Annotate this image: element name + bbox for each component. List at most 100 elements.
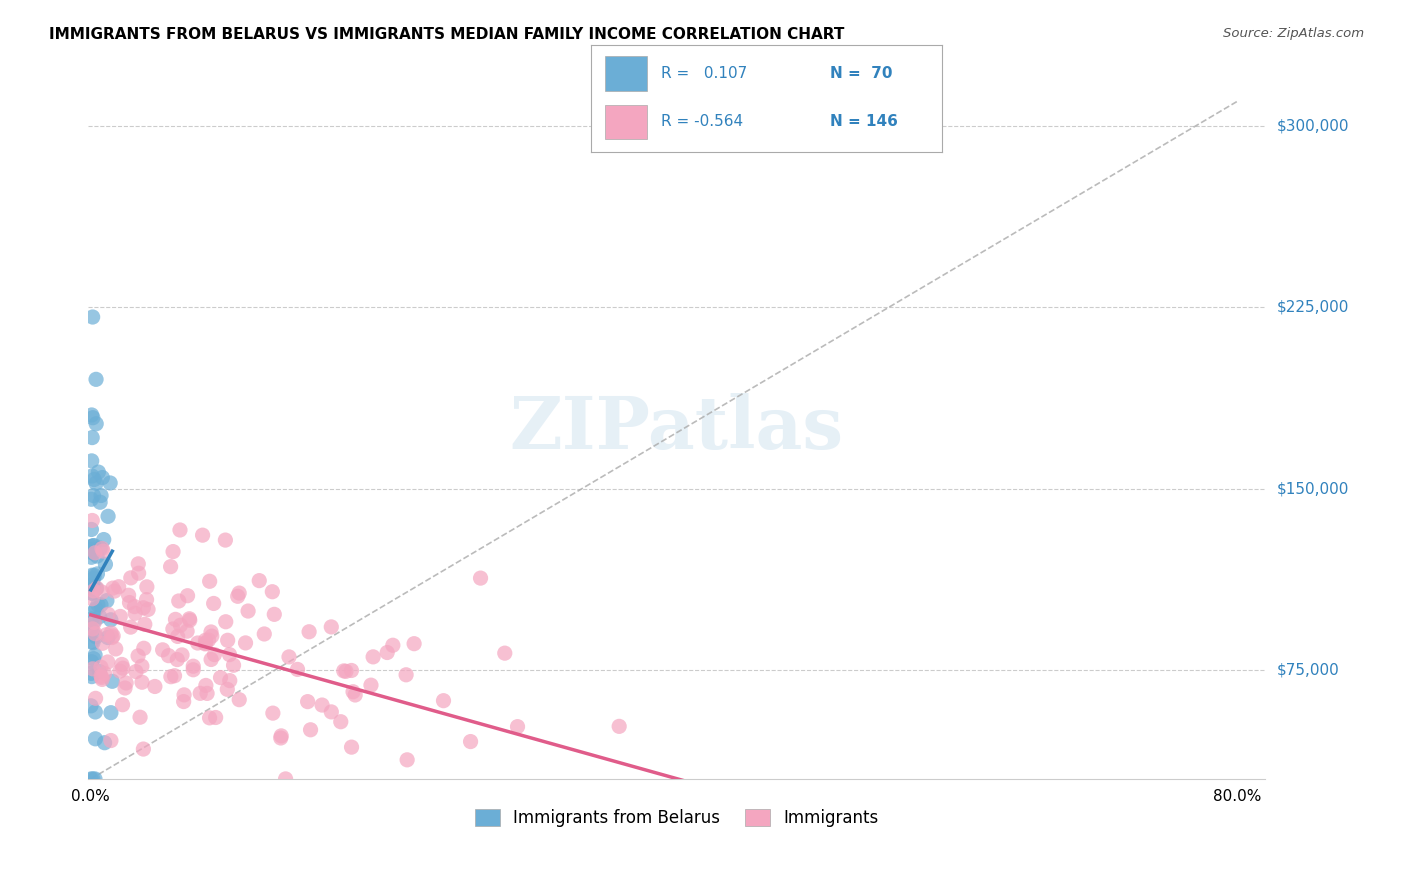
Immigrants from Belarus [80, 550, 103, 565]
Immigrants [198, 711, 221, 725]
Immigrants from Belarus [80, 523, 103, 537]
Text: R =   0.107: R = 0.107 [661, 66, 747, 81]
Immigrants [176, 589, 198, 603]
Immigrants [82, 622, 104, 636]
Immigrants [162, 622, 184, 636]
Immigrants [235, 636, 257, 650]
Immigrants from Belarus [101, 674, 124, 689]
Immigrants from Belarus [84, 603, 107, 617]
Immigrants from Belarus [89, 495, 111, 509]
Immigrants [124, 599, 146, 614]
Immigrants [162, 544, 184, 558]
Immigrants from Belarus [80, 634, 103, 648]
Immigrants [143, 680, 166, 694]
Immigrants from Belarus [84, 705, 107, 719]
Immigrants [134, 617, 156, 632]
Immigrants [176, 624, 198, 639]
Immigrants [129, 710, 152, 724]
Immigrants [506, 720, 529, 734]
Immigrants from Belarus [90, 598, 112, 612]
Immigrants [222, 658, 245, 673]
Immigrants [108, 664, 131, 678]
Immigrants [136, 602, 159, 616]
Immigrants [173, 695, 195, 709]
Immigrants [236, 604, 259, 618]
Immigrants [127, 557, 149, 571]
Immigrants [335, 665, 357, 679]
Immigrants [329, 714, 352, 729]
Immigrants from Belarus [82, 636, 104, 650]
Immigrants from Belarus [93, 533, 115, 547]
Immigrants from Belarus [82, 582, 104, 596]
Immigrants [128, 566, 150, 581]
Immigrants from Belarus [80, 624, 103, 638]
Immigrants [127, 648, 149, 663]
Immigrants [84, 691, 107, 706]
Immigrants [169, 618, 191, 632]
Immigrants [166, 652, 188, 666]
Immigrants [118, 596, 141, 610]
Immigrants [214, 533, 236, 547]
Immigrants [404, 637, 426, 651]
Immigrants from Belarus [80, 698, 103, 713]
Text: N = 146: N = 146 [830, 114, 897, 129]
Immigrants from Belarus [80, 469, 103, 483]
Immigrants [107, 580, 129, 594]
Immigrants [167, 594, 190, 608]
Immigrants [159, 559, 181, 574]
Immigrants [110, 609, 132, 624]
Immigrants [91, 636, 114, 650]
Immigrants [163, 669, 186, 683]
Text: $300,000: $300,000 [1277, 119, 1350, 133]
Immigrants [278, 649, 301, 664]
Immigrants from Belarus [80, 612, 103, 626]
Immigrants [228, 586, 250, 600]
Text: $225,000: $225,000 [1277, 300, 1350, 315]
Immigrants [217, 633, 239, 648]
Immigrants from Belarus [80, 670, 103, 684]
Immigrants [90, 669, 112, 683]
Immigrants [287, 662, 309, 676]
Immigrants [215, 615, 238, 629]
Immigrants from Belarus [94, 558, 117, 572]
Immigrants from Belarus [84, 476, 107, 491]
Immigrants [194, 636, 217, 650]
Immigrants from Belarus [89, 609, 111, 624]
Immigrants [101, 629, 124, 643]
Immigrants from Belarus [84, 731, 107, 746]
Immigrants from Belarus [84, 772, 107, 786]
Immigrants from Belarus [82, 577, 104, 591]
Immigrants [253, 627, 276, 641]
Immigrants [124, 606, 146, 620]
Immigrants from Belarus [83, 473, 105, 487]
Immigrants from Belarus [83, 568, 105, 582]
Text: R = -0.564: R = -0.564 [661, 114, 742, 129]
Immigrants [100, 626, 122, 640]
Immigrants [101, 581, 124, 595]
Immigrants from Belarus [80, 586, 103, 600]
Immigrants [181, 663, 204, 677]
Immigrants [432, 694, 454, 708]
Immigrants from Belarus [80, 542, 103, 557]
Immigrants [194, 637, 217, 651]
Immigrants from Belarus [80, 540, 103, 554]
Immigrants [270, 729, 292, 743]
Immigrants [120, 571, 142, 585]
Immigrants from Belarus [83, 539, 105, 553]
Immigrants [297, 695, 319, 709]
Immigrants [274, 772, 297, 786]
Immigrants from Belarus [80, 492, 103, 507]
Immigrants from Belarus [80, 586, 103, 600]
Immigrants [361, 649, 384, 664]
Immigrants [218, 673, 240, 688]
Immigrants [340, 664, 363, 678]
Immigrants from Belarus [82, 568, 104, 582]
Immigrants [396, 753, 419, 767]
Immigrants from Belarus [91, 470, 114, 484]
Immigrants from Belarus [90, 488, 112, 502]
Immigrants [181, 659, 204, 673]
Immigrants [86, 581, 108, 595]
Immigrants from Belarus [80, 772, 103, 786]
Immigrants [200, 624, 222, 639]
Text: $75,000: $75,000 [1277, 663, 1340, 678]
